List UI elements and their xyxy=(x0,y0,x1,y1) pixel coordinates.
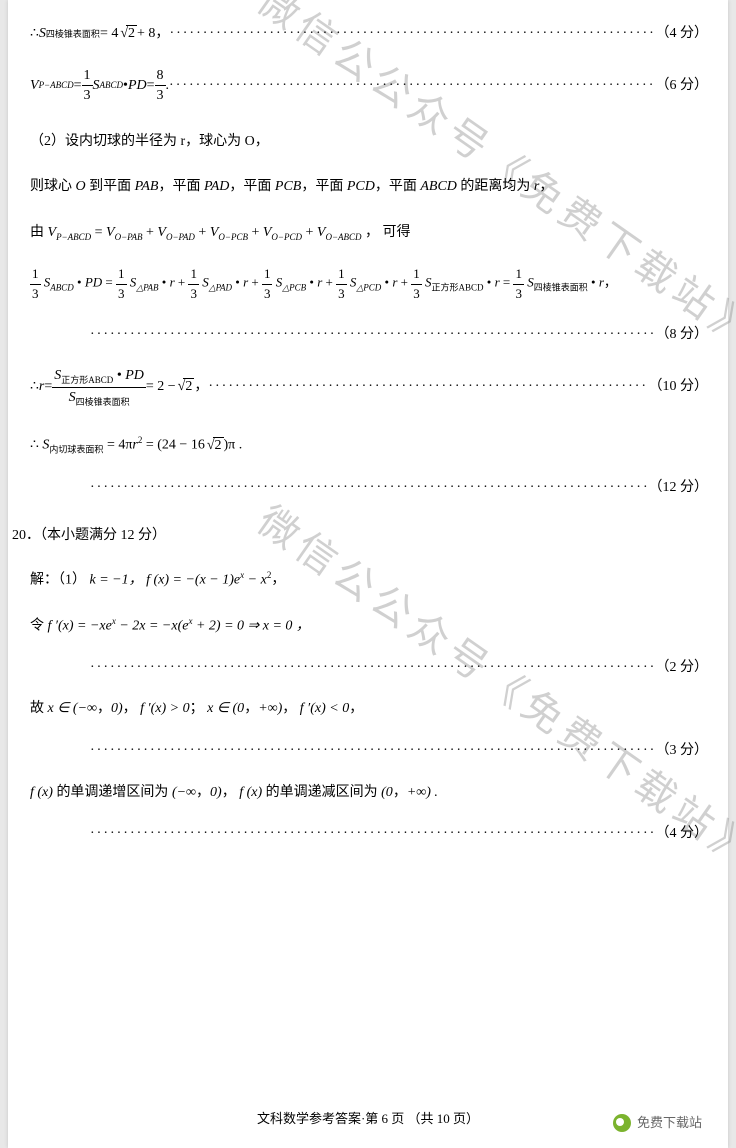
equation-line: ∴ r = S正方形ABCD • PD S四棱锥表面积 = 2 − 2， ···… xyxy=(30,366,708,408)
text-line: （2）设内切球的半径为 r，球心为 O， xyxy=(30,132,708,152)
score-line: ········································… xyxy=(30,658,708,678)
equation-line: 解：（1） k = −1， f (x) = −(x − 1)ex − x2， xyxy=(30,569,708,590)
score-marker: （6 分） xyxy=(656,76,709,96)
equation-line: ∴ S四棱锥表面积 = 42 + 8， ····················… xyxy=(30,24,708,44)
equation-line: 令 f ′(x) = −xex − 2x = −x(ex + 2) = 0 ⇒ … xyxy=(30,615,708,636)
score-marker: （4 分） xyxy=(656,24,709,44)
question-header: 20．（本小题满分 12 分） xyxy=(12,526,708,546)
equation-line: 故 x ∈ (−∞，0)， f ′(x) > 0； x ∈ (0，+∞)， f … xyxy=(30,699,708,719)
score-line: ········································… xyxy=(30,824,708,844)
score-line: ········································… xyxy=(30,325,708,345)
wechat-icon xyxy=(613,1114,631,1132)
equation-line: 由 VP−ABCD = VO−PAB + VO−PAD + VO−PCB + V… xyxy=(30,223,708,243)
dotted-leader: ········································… xyxy=(169,24,655,44)
score-line: ········································… xyxy=(30,741,708,761)
equation-line: VP−ABCD = 13 SABCD • PD = 83 . ·········… xyxy=(30,66,708,106)
therefore: ∴ xyxy=(30,24,39,44)
score-line: ········································… xyxy=(30,478,708,498)
dotted-leader: ········································… xyxy=(169,76,655,96)
equation-line: ∴ S内切球表面积 = 4πr2 = (24 − 162)π . xyxy=(30,434,708,456)
equation-line: 13 SABCD • PD = 13 S△PAB • r + 13 S△PAD … xyxy=(30,265,708,302)
text-line: 则球心 O 到平面 PAB，平面 PAD，平面 PCB，平面 PCD，平面 AB… xyxy=(30,177,708,197)
equation-line: f (x) 的单调递增区间为 (−∞，0)， f (x) 的单调递减区间为 (0… xyxy=(30,783,708,803)
wechat-attribution: 免费下载站 xyxy=(613,1114,702,1132)
